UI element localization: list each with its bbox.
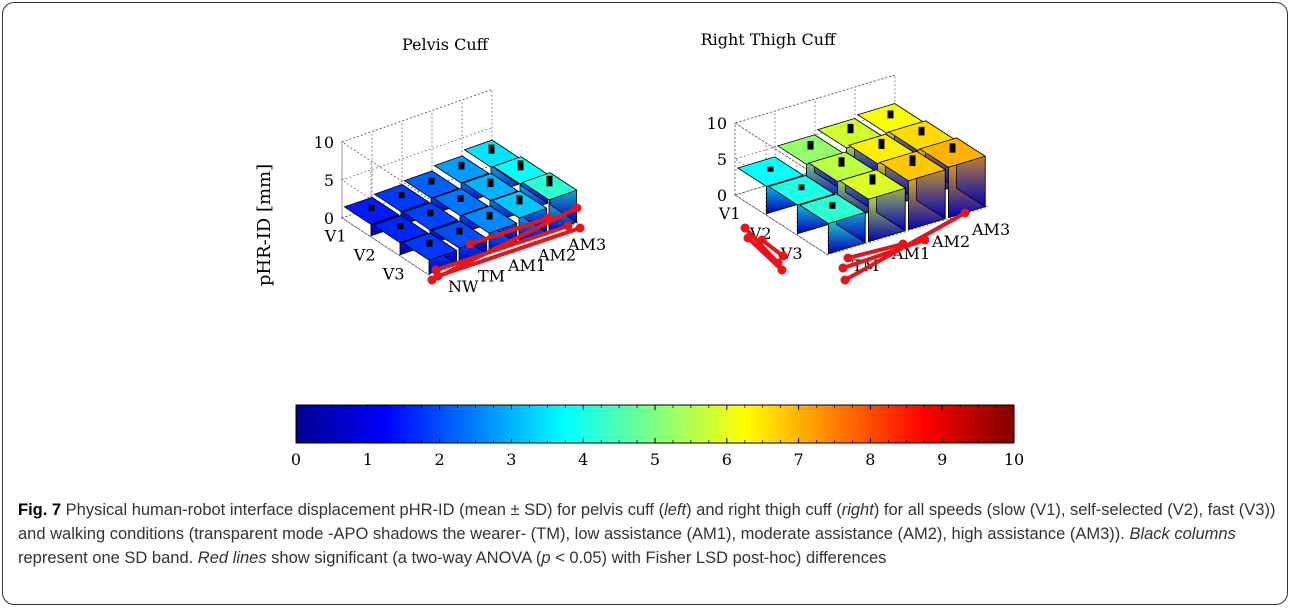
z-tick-label: 5 <box>324 171 334 190</box>
right-chart-title: Right Thigh Cuff <box>701 30 838 49</box>
caption-text-6: < 0.05) with Fisher LSD post-hoc) differ… <box>550 549 887 567</box>
col-tick-label: AM2 <box>537 245 576 264</box>
significance-marker <box>563 221 573 231</box>
significance-segment <box>842 238 926 270</box>
significance-marker <box>778 251 788 261</box>
col-tick-label: AM3 <box>971 220 1010 239</box>
caption-red-lines: Red lines <box>197 549 267 567</box>
z-gridline <box>341 165 493 276</box>
bar-top-face <box>403 170 460 199</box>
colorbar-tick-label: 6 <box>722 450 732 469</box>
caption-left: left <box>664 501 687 519</box>
significance-segment <box>437 226 581 278</box>
col-tick-label: AM3 <box>567 235 606 254</box>
significance-marker <box>740 223 750 233</box>
significance-segment <box>746 236 784 272</box>
colorbar-tick-label: 7 <box>794 450 804 469</box>
bar-V3-AM3 <box>918 137 987 219</box>
bar-V3-TM <box>798 193 867 255</box>
colorbar-gradient <box>295 404 1015 444</box>
significance-marker <box>757 235 767 245</box>
significance-marker <box>898 239 908 249</box>
colorbar-tick-label: 8 <box>865 450 875 469</box>
significance-marker <box>743 233 753 243</box>
significance-marker <box>920 235 930 245</box>
bar-top-face <box>372 215 429 244</box>
colorbar-tick-label: 5 <box>650 450 660 469</box>
significance-marker <box>433 271 443 281</box>
bar-top-face <box>736 156 805 187</box>
caption-text-5: show significant (a two-way ANOVA ( <box>266 549 542 567</box>
figure-svg: Pelvis Cuff Right Thigh Cuff pHR-ID [mm]… <box>254 30 1024 469</box>
figure-caption: Fig. 7 Physical human-robot interface di… <box>18 498 1278 570</box>
colorbar-tick-label: 1 <box>363 450 373 469</box>
row-tick-label: V2 <box>353 246 376 265</box>
significance-marker <box>575 223 585 233</box>
left-chart-title: Pelvis Cuff <box>402 35 490 54</box>
significance-segment <box>743 226 780 265</box>
bar-top-face <box>461 205 518 234</box>
significance-marker <box>840 275 850 285</box>
bar-top-face <box>878 150 947 182</box>
significance-segment <box>435 224 569 272</box>
bar-V3-AM2 <box>878 150 947 231</box>
z-tick-label: 10 <box>707 114 727 133</box>
z-gridline <box>341 89 493 200</box>
significance-line <box>757 235 788 261</box>
caption-text-2: ) and right thigh cuff ( <box>686 501 842 519</box>
significance-line <box>433 223 585 281</box>
caption-text-3: ) for all speeds (slow (V1), self-select… <box>18 501 1276 543</box>
z-gridline <box>734 74 896 184</box>
significance-line <box>465 213 553 249</box>
significance-marker <box>838 263 848 273</box>
significance-marker <box>543 213 553 223</box>
z-tick-label: 10 <box>314 133 334 152</box>
col-tick-label: NW <box>448 277 479 296</box>
row-tick-label: V1 <box>718 204 741 223</box>
significance-line <box>743 233 787 275</box>
z-gridline <box>341 127 493 238</box>
caption-fig-label: Fig. 7 <box>18 501 62 519</box>
col-tick-label: TM <box>478 266 505 285</box>
caption-text-4: represent one SD band. <box>18 549 198 567</box>
bar-top-face <box>491 190 548 219</box>
significance-marker <box>572 203 582 213</box>
caption-text-1: Physical human-robot interface displacem… <box>61 501 665 519</box>
z-tick-label: 5 <box>717 150 727 169</box>
significance-segment <box>847 242 904 260</box>
bar-V3-AM1 <box>838 169 907 243</box>
colorbar-tick-label: 4 <box>578 450 588 469</box>
colorbar-tick-label: 0 <box>291 450 301 469</box>
row-tick-label: V3 <box>382 265 405 284</box>
colorbar-tick-label: 10 <box>1004 450 1024 469</box>
bar-top-face <box>521 172 578 201</box>
significance-segment <box>469 216 549 246</box>
colorbar: 0 1 2 3 4 5 6 7 8 9 10 <box>291 404 1024 469</box>
left-z-axis-label: pHR-ID [mm] <box>254 164 275 286</box>
caption-right: right <box>841 501 874 519</box>
col-tick-label: AM1 <box>507 256 546 275</box>
col-tick-label: AM2 <box>931 232 970 251</box>
caption-black-columns: Black columns <box>1129 525 1236 543</box>
significance-line <box>843 239 908 263</box>
caption-p: p <box>541 549 551 567</box>
z-tick-label: 0 <box>717 186 727 205</box>
significance-marker <box>960 208 970 218</box>
colorbar-ticks: 0 1 2 3 4 5 6 7 8 9 10 <box>291 405 1024 469</box>
significance-marker <box>465 239 475 249</box>
colorbar-tick-label: 3 <box>506 450 516 469</box>
significance-marker <box>843 253 853 263</box>
row-tick-label: V1 <box>324 227 347 246</box>
left-wall-grid <box>734 122 829 256</box>
z-tick-label: 0 <box>324 209 334 228</box>
colorbar-tick-label: 2 <box>435 450 445 469</box>
significance-marker <box>777 265 787 275</box>
colorbar-tick-label: 9 <box>937 450 947 469</box>
significance-line <box>838 235 930 273</box>
